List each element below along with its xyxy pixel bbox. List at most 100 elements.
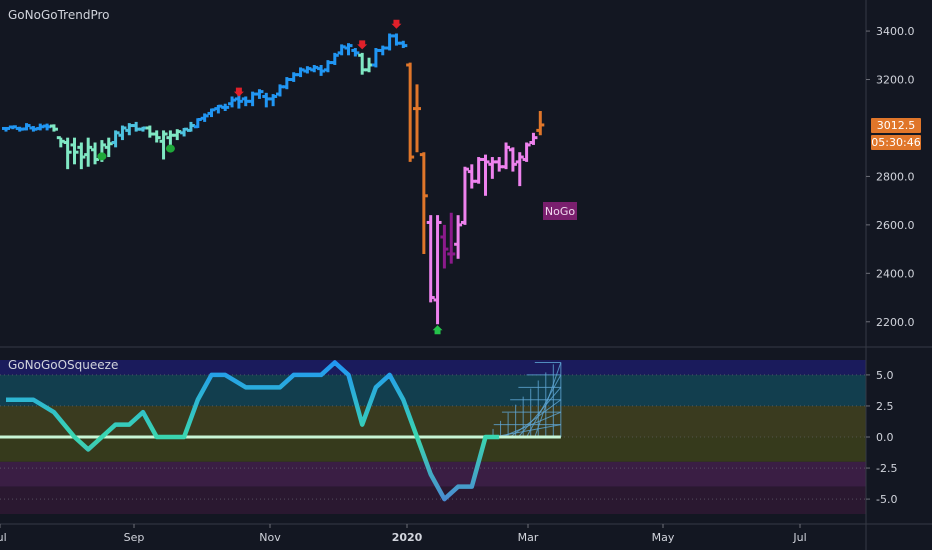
ohlc-bar (474, 157, 483, 184)
ohlc-bar (323, 60, 332, 73)
squeeze-tick-label: 2.5 (876, 400, 894, 413)
squeeze-grid-line (493, 424, 561, 438)
ohlc-bar (378, 45, 387, 56)
price-tick-label: 3200.0 (876, 74, 915, 87)
ohlc-bar (91, 142, 100, 165)
ohlc-bar (454, 215, 463, 259)
squeeze-grid-line (526, 374, 562, 438)
ohlc-bar (337, 44, 346, 56)
squeeze-panel-title: GoNoGoOSqueeze (8, 358, 118, 372)
ohlc-bar (406, 62, 415, 162)
ohlc-bar (2, 126, 10, 132)
ohlc-bar (344, 43, 353, 56)
down-arrow-marker (233, 87, 244, 97)
ohlc-bar (317, 64, 326, 76)
price-tick-label: 2600.0 (876, 219, 915, 232)
ohlc-bar (488, 157, 497, 179)
price-tick-label: 2200.0 (876, 316, 915, 329)
time-tick-label: Jul (792, 531, 806, 544)
squeeze-band (0, 360, 866, 375)
signal-dot (97, 152, 107, 161)
ohlc-bar (84, 137, 93, 167)
ohlc-bar (351, 48, 360, 57)
ohlc-bar (241, 96, 250, 107)
ohlc-bar (221, 103, 230, 112)
ohlc-bar (36, 123, 45, 131)
ohlc-bar (392, 33, 401, 46)
ohlc-bar (419, 152, 428, 254)
ohlc-bar (303, 66, 312, 74)
ohlc-bar (70, 137, 79, 165)
ohlc-bar (467, 164, 476, 189)
ohlc-bar (15, 126, 24, 132)
price-tick-label: 2800.0 (876, 170, 915, 183)
time-tick-label: Jul (0, 531, 7, 544)
time-tick-label: 2020 (392, 531, 423, 544)
ohlc-bar (166, 130, 175, 145)
ohlc-bar (49, 124, 58, 132)
squeeze-grid-line (509, 399, 562, 438)
ohlc-bar (248, 91, 257, 107)
squeeze-grid-line (534, 362, 562, 438)
down-arrow-marker (357, 40, 368, 50)
ohlc-bar (508, 147, 517, 172)
ohlc-bar (132, 121, 141, 132)
ohlc-bar (63, 137, 72, 170)
squeeze-band (0, 486, 866, 514)
ohlc-bar (385, 33, 394, 51)
ohlc-bar (22, 123, 31, 131)
ohlc-bar (111, 130, 120, 148)
ohlc-bar (29, 126, 38, 132)
ohlc-bar (330, 52, 339, 65)
nogo-label-box (543, 202, 577, 220)
ohlc-bar (207, 108, 216, 118)
nogo-label: NoGo (545, 205, 575, 218)
ohlc-bar (186, 121, 195, 132)
ohlc-bar (228, 96, 237, 108)
price-tick-label: 2400.0 (876, 267, 915, 280)
time-tick-label: Mar (518, 531, 539, 544)
ohlc-bar (399, 40, 408, 49)
ohlc-bar (200, 113, 209, 122)
ohlc-bar (289, 72, 298, 82)
time-tick-label: Sep (124, 531, 145, 544)
ohlc-bar (529, 132, 538, 145)
ohlc-bar (8, 125, 17, 130)
ohlc-bar (515, 152, 524, 187)
ohlc-bar (214, 104, 223, 114)
signal-markers (97, 19, 443, 335)
squeeze-tick-label: -2.5 (876, 462, 897, 475)
squeeze-grid-line (501, 411, 562, 438)
ohlc-bar (282, 77, 291, 90)
ohlc-bar (502, 142, 511, 170)
ohlc-bar (522, 142, 531, 162)
ohlc-bar (262, 92, 271, 108)
price-tick-label: 3400.0 (876, 25, 915, 38)
squeeze-band (0, 437, 866, 462)
squeeze-line (6, 360, 500, 502)
ohlc-bar (118, 125, 127, 141)
ohlc-bar (43, 123, 52, 131)
ohlc-bar (310, 64, 319, 73)
up-arrow-marker (432, 325, 443, 335)
ohlc-bar (365, 57, 374, 73)
ohlc-bar (255, 89, 264, 99)
time-tick-label: May (652, 531, 675, 544)
ohlc-bar (159, 130, 168, 160)
squeeze-band (0, 374, 866, 406)
ohlc-bar (56, 136, 65, 148)
ohlc-bar (433, 215, 442, 325)
ohlc-bar (193, 117, 202, 129)
ohlc-bar (481, 154, 490, 196)
squeeze-tick-label: -5.0 (876, 493, 897, 506)
ohlc-bar (125, 123, 134, 136)
down-arrow-marker (391, 19, 402, 29)
squeeze-series-line (6, 360, 500, 502)
ohlc-bar (495, 157, 504, 172)
ohlc-bar (371, 48, 380, 68)
time-tick-label: Nov (259, 531, 281, 544)
squeeze-tick-label: 0.0 (876, 431, 894, 444)
